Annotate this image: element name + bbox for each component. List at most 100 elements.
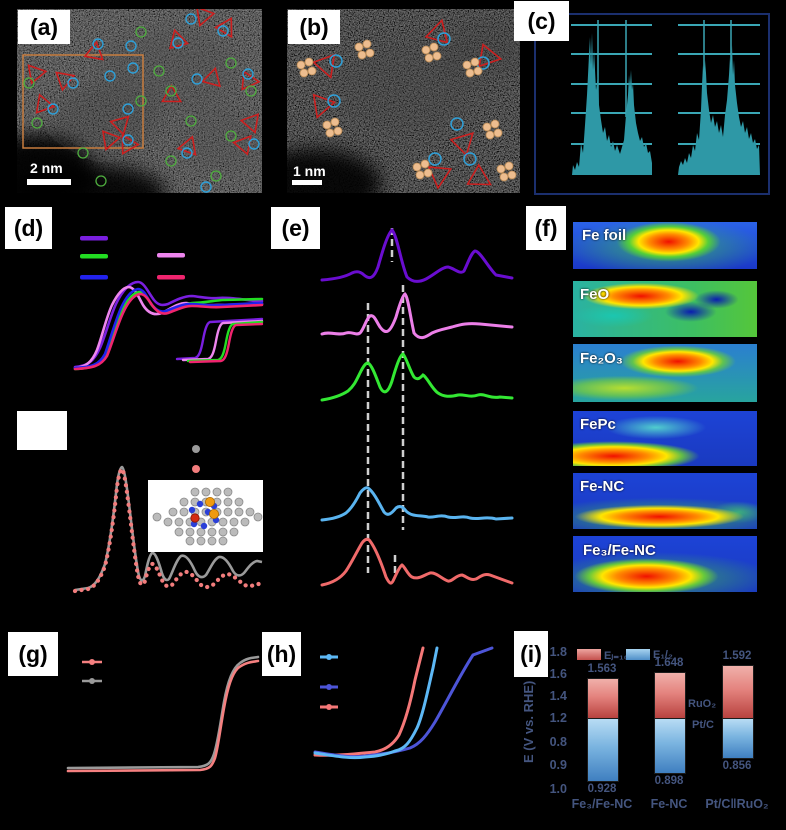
i-ytick-0.8: 0.8 xyxy=(549,735,567,749)
panel-label-i: (i) xyxy=(514,631,548,677)
scalebar-label-a: 2 nm xyxy=(30,160,63,176)
rspace-curve-salmon xyxy=(320,537,514,587)
i-bar-fenc-oer xyxy=(654,672,686,719)
stem-image-a xyxy=(17,9,262,193)
fit-curve-salmon-dotted xyxy=(72,466,265,594)
xanes-curve-blue xyxy=(73,287,264,370)
i-ytick-1.8: 1.8 xyxy=(549,645,567,659)
i-value-ptcruo2-orr: 0.856 xyxy=(722,760,752,772)
i-value-fenc-oer: 1.648 xyxy=(654,657,684,669)
i-bar-fe3fenc-orr xyxy=(587,718,619,782)
xanes-curve-purple xyxy=(73,280,264,369)
i-ytick-1.4: 1.4 xyxy=(549,689,567,703)
map-label-feo: FeO xyxy=(580,286,610,303)
xanes-edge-magnified xyxy=(175,317,264,364)
carbon-lattice xyxy=(152,487,263,546)
lsv-curve-salmon xyxy=(313,646,425,757)
axis-label-patch xyxy=(17,411,67,450)
i-cat-ptcruo2: Pt/C‖RuO₂ xyxy=(705,797,769,811)
panel-label-b-text: (b) xyxy=(299,13,329,40)
structure-model xyxy=(152,487,263,546)
exafs-fit-plot xyxy=(72,445,265,594)
i-note-ptc: Pt/C xyxy=(692,719,714,731)
i-value-ptcruo2-oer: 1.592 xyxy=(722,650,752,662)
intensity-profile-panel xyxy=(534,13,770,195)
lsv-plot-h xyxy=(313,646,494,760)
panel-label-e: (e) xyxy=(271,207,320,249)
i-ytick-1.2: 1.2 xyxy=(549,711,567,725)
i-legend-swatch-orr xyxy=(626,649,650,660)
i-bar-ptcruo2-oer xyxy=(722,665,754,719)
scalebar-b xyxy=(292,180,322,185)
reference-lines xyxy=(366,228,405,577)
i-bar-ptcruo2-orr xyxy=(722,718,754,759)
panel-label-e-text: (e) xyxy=(281,214,310,241)
wavelet-map-fe2o3 xyxy=(573,344,757,402)
panel-label-g: (g) xyxy=(8,632,58,676)
panel-label-a-text: (a) xyxy=(29,13,59,40)
exafs-rspace-plot xyxy=(320,227,514,587)
i-value-fenc-orr: 0.898 xyxy=(654,775,684,787)
wavelet-map-fe-foil xyxy=(573,222,757,269)
i-bar-fe3fenc-oer xyxy=(587,678,619,719)
lsv-curve-gray xyxy=(66,655,260,770)
profile-trace-right xyxy=(678,45,760,175)
map-label-fe2o3: Fe₂O₃ xyxy=(580,350,623,367)
intensity-profile-plot xyxy=(571,20,760,175)
panel-label-a: (a) xyxy=(18,10,70,44)
lsv-legend-g xyxy=(82,659,102,684)
xanes-plot xyxy=(73,236,264,371)
wavelet-map-fenc xyxy=(573,473,757,529)
panel-label-i-text: (i) xyxy=(520,640,542,667)
single-atom-blue-markers xyxy=(47,13,260,193)
i-legend-label-orr: E₁/₂ xyxy=(653,649,673,661)
scalebar-a xyxy=(27,179,71,185)
rspace-curve-purple xyxy=(320,227,514,283)
stem-texture xyxy=(17,29,262,193)
rspace-curve-green xyxy=(320,352,514,402)
panel-label-b: (b) xyxy=(288,10,340,44)
lsv-plot-g xyxy=(66,655,260,773)
i-value-fe3fenc-orr: 0.928 xyxy=(587,783,617,795)
map-label-fe-foil: Fe foil xyxy=(582,227,627,244)
map-label-fe3fenc: Fe₃/Fe-NC xyxy=(583,542,656,559)
wavelet-map-feo xyxy=(573,281,757,337)
single-atom-green-markers xyxy=(23,26,257,187)
i-cat-fenc: Fe-NC xyxy=(650,797,688,811)
fe-atom-1 xyxy=(205,496,216,507)
lsv-legend-h xyxy=(320,654,338,710)
i-note-ruo2: RuO₂ xyxy=(688,698,717,710)
xanes-curve-crimson xyxy=(73,292,264,371)
map-label-fepc: FePc xyxy=(580,416,616,433)
panel-label-d-text: (d) xyxy=(13,214,44,241)
stem-image-b xyxy=(287,9,520,193)
lsv-curve-salmon xyxy=(66,659,260,773)
panel-label-g-text: (g) xyxy=(18,640,48,667)
i-ytick-0.9: 0.9 xyxy=(549,758,567,772)
rspace-curve-lightblue xyxy=(320,486,514,522)
single-atom-blue-markers xyxy=(327,32,490,166)
i-bar-fenc-orr xyxy=(654,718,686,774)
map-label-fenc: Fe-NC xyxy=(580,478,625,495)
wavelet-map-fe3fenc xyxy=(573,536,757,592)
i-legend-label-oer: Eⱼ₌₁₀ xyxy=(604,650,629,662)
panel-label-h: (h) xyxy=(262,632,301,676)
rspace-curve-orchid xyxy=(320,292,514,340)
fe-atom-2 xyxy=(209,508,220,519)
i-ytick-1.6: 1.6 xyxy=(549,667,567,681)
xanes-legend-swatches xyxy=(80,236,185,280)
i-ytick-1.0: 1.0 xyxy=(549,782,567,796)
fit-legend-markers xyxy=(192,445,200,473)
panel-label-d: (d) xyxy=(5,207,52,249)
panel-label-c-text: (c) xyxy=(527,7,556,34)
lsv-curve-indigo xyxy=(313,646,494,759)
panel-label-h-text: (h) xyxy=(266,640,297,667)
panel-label-c: (c) xyxy=(514,1,569,41)
fe-atom-red xyxy=(190,513,200,523)
scalebar-label-b: 1 nm xyxy=(293,163,326,179)
i-legend-swatch-oer xyxy=(577,649,601,660)
wavelet-map-fepc xyxy=(573,411,757,466)
i-cat-fe3fenc: Fe₃/Fe-NC xyxy=(571,797,633,811)
lsv-curve-lightblue xyxy=(313,646,439,760)
